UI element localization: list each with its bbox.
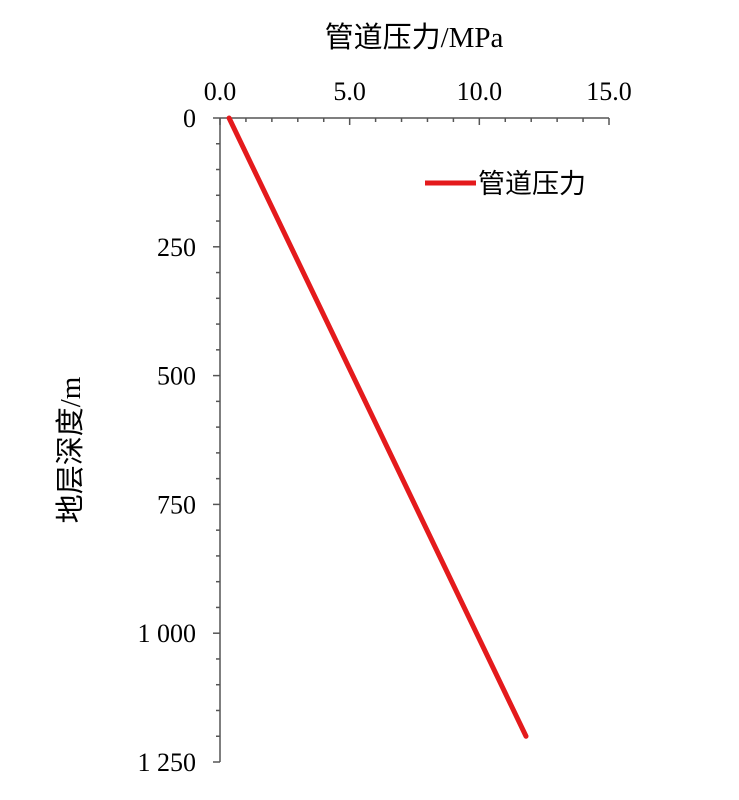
y-tick-label: 0 xyxy=(183,104,196,133)
y-axis-title: 地层深度/m xyxy=(54,376,87,523)
y-tick-labels: 0 250 500 750 1 000 1 250 xyxy=(138,104,197,777)
y-ticks xyxy=(213,117,220,763)
y-tick-label: 750 xyxy=(157,490,196,519)
y-tick-label: 1 250 xyxy=(138,748,197,777)
series-layer xyxy=(226,115,529,739)
legend-label: 管道压力 xyxy=(478,169,586,199)
x-tick-labels: 0.0 5.0 10.0 15.0 xyxy=(204,77,632,106)
x-tick-label: 10.0 xyxy=(457,77,503,106)
series-line xyxy=(226,115,529,739)
y-tick-label: 250 xyxy=(157,233,196,262)
legend: 管道压力 xyxy=(425,169,586,199)
x-tick-label: 15.0 xyxy=(586,77,632,106)
y-tick-label: 1 000 xyxy=(138,619,197,648)
y-tick-label: 500 xyxy=(157,362,196,391)
x-axis-title: 管道压力/MPa xyxy=(325,21,504,54)
x-tick-label: 0.0 xyxy=(204,77,237,106)
x-tick-label: 5.0 xyxy=(333,77,366,106)
x-ticks xyxy=(219,118,610,125)
